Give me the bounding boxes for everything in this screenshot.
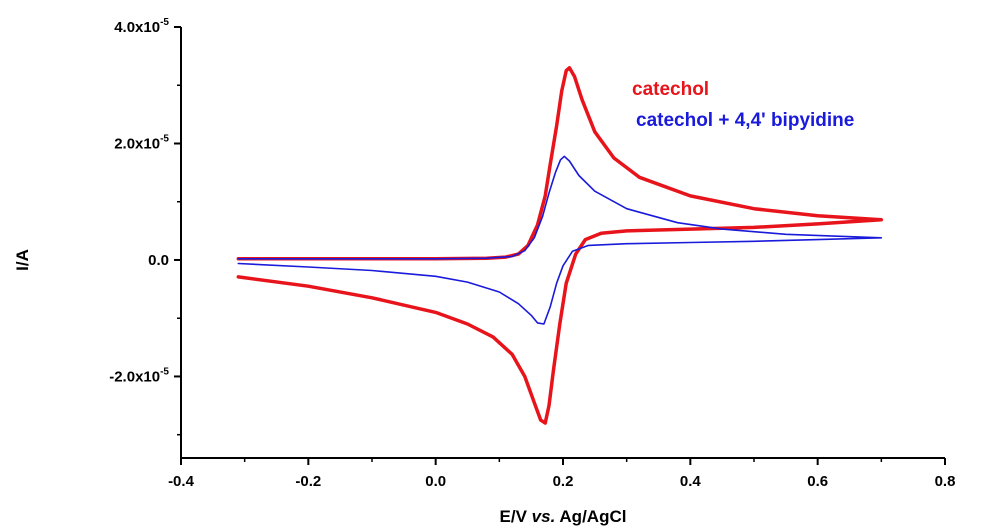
x-tick-label: -0.2 bbox=[295, 473, 321, 490]
x-axis-title-part: E/V bbox=[500, 507, 532, 526]
y-tick-label: 0.0 bbox=[148, 252, 169, 269]
x-axis-title-part: Ag/AgCl bbox=[555, 507, 626, 526]
y-tick-label: 4.0x10-5 bbox=[114, 17, 169, 36]
y-tick-label: -2.0x10-5 bbox=[109, 366, 169, 385]
series-layer bbox=[236, 66, 884, 425]
x-ticks: -0.4 -0.2 0.0 0.2 0.4 0.6 0.8 bbox=[168, 458, 955, 490]
y-ticks: 4.0x10-5 2.0x10-5 0.0 -2.0x10-5 bbox=[109, 17, 181, 436]
legend: catechol catechol + 4,4' bipyidine bbox=[632, 79, 854, 131]
y-axis-title: I/A bbox=[13, 249, 32, 271]
legend-entry-catechol: catechol bbox=[632, 79, 709, 100]
y-tick-label: 2.0x10-5 bbox=[114, 133, 169, 152]
x-tick-label: -0.4 bbox=[168, 473, 195, 490]
x-tick-label: 0.6 bbox=[807, 473, 828, 490]
x-tick-label: 0.2 bbox=[553, 473, 574, 490]
series-line-catechol bbox=[236, 66, 884, 425]
series-line-catechol-bipyidine bbox=[237, 155, 883, 325]
x-tick-label: 0.4 bbox=[680, 473, 702, 490]
x-tick-label: 0.0 bbox=[425, 473, 446, 490]
x-axis-title: E/V vs. Ag/AgCl bbox=[500, 507, 627, 526]
x-tick-label: 0.8 bbox=[935, 473, 956, 490]
legend-entry-catechol-bipyidine: catechol + 4,4' bipyidine bbox=[636, 110, 854, 131]
x-axis-title-part: vs. bbox=[532, 507, 556, 526]
